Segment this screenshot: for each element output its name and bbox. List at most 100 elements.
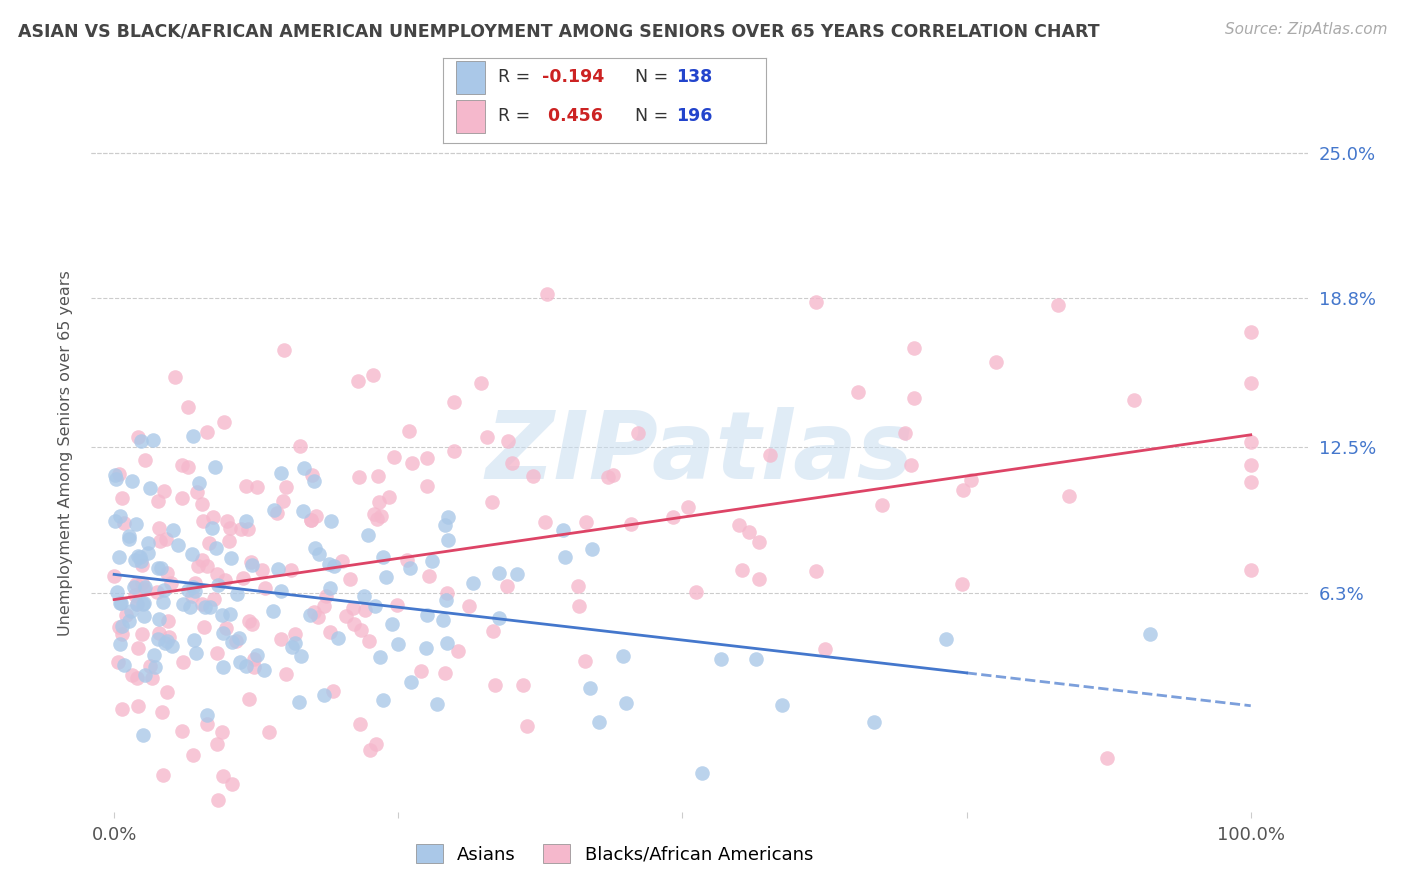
Point	[200, 600, 222, 615]
Point	[382, 450, 405, 465]
Point	[894, 426, 917, 441]
Point	[181, 580, 204, 594]
Point	[574, 654, 596, 668]
Point	[155, 532, 177, 546]
Point	[401, 674, 423, 689]
Point	[1047, 298, 1070, 312]
Point	[359, 634, 381, 648]
Point	[150, 705, 173, 719]
Point	[299, 513, 322, 527]
Point	[710, 652, 733, 666]
Point	[690, 765, 713, 780]
Point	[212, 625, 235, 640]
Point	[870, 499, 893, 513]
Point	[187, 475, 209, 490]
Point	[236, 522, 259, 536]
Point	[198, 536, 221, 550]
Point	[434, 592, 457, 607]
Point	[214, 573, 236, 587]
Point	[409, 664, 432, 678]
Point	[846, 385, 869, 400]
Point	[149, 533, 172, 548]
Point	[121, 667, 143, 681]
Point	[436, 636, 458, 650]
Point	[127, 549, 149, 563]
Point	[588, 715, 610, 730]
Point	[221, 776, 243, 790]
Point	[139, 481, 162, 495]
Point	[125, 597, 148, 611]
Point	[152, 768, 174, 782]
Point	[299, 513, 322, 527]
Point	[620, 517, 643, 532]
Point	[416, 451, 439, 466]
Point	[127, 430, 149, 444]
Point	[235, 658, 257, 673]
Point	[240, 558, 263, 572]
Point	[770, 698, 793, 712]
Text: 138: 138	[676, 69, 711, 87]
Point	[127, 672, 149, 686]
Point	[516, 719, 538, 733]
Point	[759, 448, 782, 462]
Point	[319, 515, 342, 529]
Point	[350, 624, 373, 638]
Point	[207, 578, 229, 592]
Point	[153, 582, 176, 597]
Point	[146, 585, 169, 599]
Point	[246, 648, 269, 663]
Point	[378, 490, 401, 504]
Point	[221, 550, 243, 565]
Point	[218, 534, 240, 549]
Point	[359, 743, 381, 757]
Point	[108, 509, 131, 524]
Point	[567, 579, 589, 593]
Point	[177, 582, 200, 597]
Point	[122, 580, 145, 594]
FancyBboxPatch shape	[456, 62, 485, 94]
Point	[284, 626, 307, 640]
Point	[131, 558, 153, 572]
Point	[148, 521, 170, 535]
Point	[553, 523, 575, 537]
Point	[110, 636, 132, 650]
Point	[183, 632, 205, 647]
Point	[142, 433, 165, 447]
Point	[211, 725, 233, 739]
Point	[254, 581, 277, 595]
Point	[202, 592, 225, 607]
Point	[211, 660, 233, 674]
Point	[139, 659, 162, 673]
Point	[204, 541, 226, 555]
Text: -0.194: -0.194	[541, 69, 603, 87]
Point	[484, 678, 506, 692]
Point	[319, 581, 342, 595]
Point	[124, 552, 146, 566]
Point	[367, 468, 389, 483]
Point	[270, 632, 292, 646]
Text: 196: 196	[676, 107, 711, 126]
Point	[191, 598, 214, 612]
Point	[155, 636, 177, 650]
Point	[399, 561, 422, 575]
Point	[259, 725, 281, 739]
Point	[305, 508, 328, 523]
Point	[229, 522, 252, 536]
Point	[148, 560, 170, 574]
Point	[270, 584, 292, 599]
Point	[195, 716, 218, 731]
Point	[292, 504, 315, 518]
Point	[212, 415, 235, 429]
Point	[225, 633, 247, 648]
Point	[814, 641, 837, 656]
Point	[163, 370, 186, 384]
Point	[156, 566, 179, 580]
Point	[339, 572, 361, 586]
Point	[235, 479, 257, 493]
Point	[172, 458, 194, 472]
Point	[457, 599, 479, 614]
Point	[512, 678, 534, 692]
Point	[118, 529, 141, 543]
Point	[1240, 563, 1263, 577]
Point	[398, 425, 420, 439]
